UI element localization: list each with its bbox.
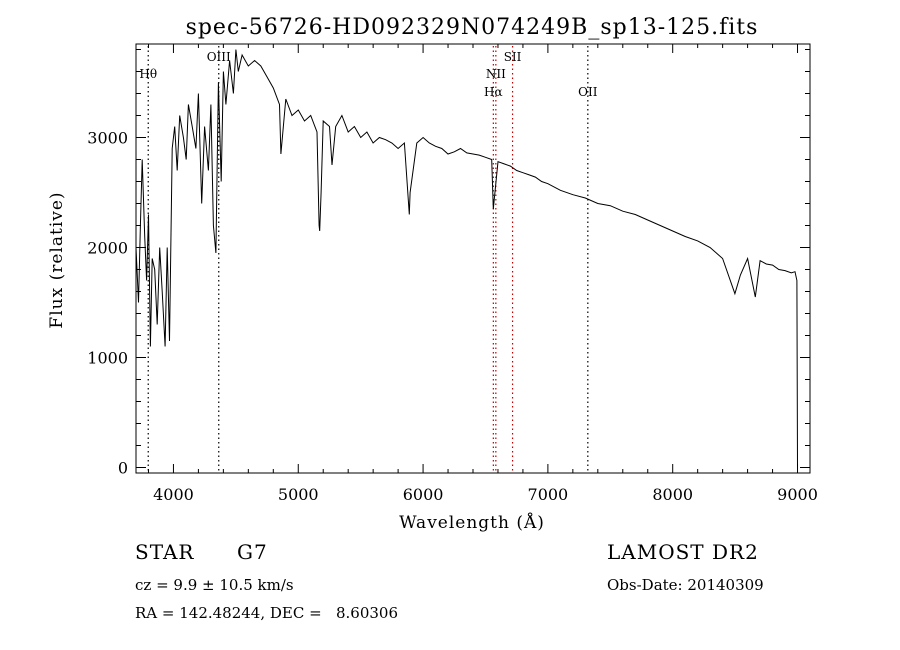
- y-axis-label: Flux (relative): [47, 191, 67, 328]
- line-marker-label: Hα: [484, 85, 503, 99]
- x-tick-label: 6000: [403, 485, 444, 504]
- object-subclass: G7: [237, 540, 268, 564]
- survey-label: LAMOST DR2: [607, 540, 759, 564]
- line-marker-label: OIII: [207, 50, 231, 64]
- x-tick-label: 7000: [528, 485, 569, 504]
- x-tick-label: 8000: [652, 485, 693, 504]
- x-tick-label: 4000: [153, 485, 194, 504]
- obs-date-text: Obs-Date: 20140309: [607, 576, 764, 594]
- y-tick-label: 3000: [87, 129, 128, 148]
- plot-area: 4000 5000 6000 7000 8000 9000 0 1000 2000 3000 Hθ O…: [87, 43, 818, 504]
- spectrum-line: [135, 49, 798, 468]
- plot-frame: [135, 43, 811, 474]
- redshift-text: cz = 9.9 ± 10.5 km/s: [135, 576, 294, 594]
- line-marker-label: NII: [486, 67, 506, 81]
- y-tick-label: 1000: [87, 349, 128, 368]
- object-class: STAR: [135, 540, 195, 564]
- coordinates-text: RA = 142.48244, DEC = 8.60306: [135, 604, 399, 622]
- x-tick-label: 5000: [278, 485, 319, 504]
- y-tick-label: 2000: [87, 239, 128, 258]
- x-axis-label: Wavelength (Å): [399, 512, 545, 533]
- line-marker-label: Hθ: [139, 67, 157, 81]
- y-tick-label: 0: [118, 459, 128, 478]
- line-marker-label: OII: [578, 85, 598, 99]
- line-marker-label: SII: [504, 50, 522, 64]
- chart-title: spec-56726-HD092329N074249B_sp13-125.fit…: [186, 15, 759, 40]
- x-tick-label: 9000: [777, 485, 818, 504]
